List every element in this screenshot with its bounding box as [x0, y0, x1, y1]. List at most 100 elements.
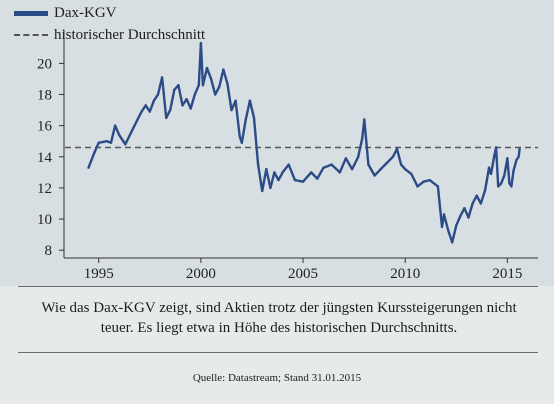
- dax-kgv-point: [244, 118, 247, 121]
- dax-kgv-point: [230, 108, 233, 112]
- legend-swatch-solid: [14, 10, 48, 16]
- dax-kgv-point: [118, 133, 121, 137]
- dax-kgv-point: [416, 185, 419, 188]
- x-tick-label: 2005: [288, 266, 318, 282]
- dax-kgv-point: [500, 182, 503, 185]
- dax-kgv-point: [510, 185, 513, 188]
- dax-kgv-point: [177, 84, 180, 87]
- top-divider: [18, 286, 538, 287]
- dax-kgv-point: [467, 216, 470, 219]
- dax-kgv-point: [287, 163, 290, 166]
- y-tick-label: 14: [37, 150, 53, 166]
- dax-kgv-point: [269, 186, 272, 190]
- dax-kgv-point: [316, 177, 319, 180]
- dax-kgv-point: [97, 141, 100, 144]
- dax-kgv-point: [367, 163, 370, 166]
- dax-kgv-point: [277, 178, 280, 182]
- dax-kgv-point: [455, 224, 458, 227]
- dax-kgv-point: [113, 124, 117, 127]
- dax-kgv-point: [471, 202, 474, 205]
- x-tick-label: 2010: [390, 266, 420, 282]
- dax-kgv-point: [234, 99, 237, 102]
- y-tick-label: 12: [37, 181, 52, 197]
- dax-kgv-point: [492, 155, 496, 158]
- dax-kgv-point: [189, 107, 192, 110]
- dax-kgv-point: [410, 172, 413, 176]
- dax-kgv-point: [124, 143, 127, 146]
- y-tick-label: 8: [45, 243, 53, 259]
- dax-kgv-point: [185, 98, 188, 101]
- dax-kgv-point: [350, 168, 354, 171]
- dax-kgv-point: [226, 82, 229, 85]
- dax-kgv-point: [87, 166, 90, 169]
- dax-kgv-point: [199, 41, 203, 45]
- dax-kgv-point: [446, 228, 450, 232]
- dax-kgv-point: [442, 213, 446, 216]
- dax-kgv-point: [463, 207, 466, 210]
- dax-kgv-point: [515, 158, 518, 162]
- dax-kgv-point: [322, 166, 325, 169]
- source-note: Quelle: Datastream; Stand 31.01.2015: [192, 372, 362, 384]
- dax-kgv-point: [218, 85, 221, 88]
- dax-kgv-point: [152, 99, 156, 102]
- caption-divider: [18, 352, 538, 353]
- dax-kgv-point: [440, 225, 444, 229]
- dax-kgv-point: [197, 84, 200, 87]
- dax-kgv-point: [330, 163, 333, 166]
- dax-kgv-point: [512, 169, 515, 172]
- dax-kgv-point: [169, 108, 172, 112]
- dax-kgv-point: [173, 88, 176, 92]
- dax-kgv-point: [475, 194, 478, 197]
- dax-kgv-series-line: [87, 41, 521, 244]
- dax-kgv-point: [517, 155, 520, 158]
- dax-kgv-point: [391, 155, 395, 158]
- dax-kgv-point: [93, 150, 96, 154]
- dax-kgv-point: [205, 66, 209, 70]
- dax-kgv-point: [399, 163, 403, 166]
- dax-kgv-point: [338, 171, 341, 174]
- x-tick-label: 2015: [492, 266, 522, 282]
- dax-kgv-point: [252, 116, 256, 120]
- dax-kgv-point: [385, 161, 388, 165]
- dax-kgv-point: [503, 174, 506, 177]
- dax-kgv-point: [508, 182, 511, 185]
- dax-kgv-point: [248, 99, 252, 102]
- dax-kgv-point: [518, 147, 521, 151]
- dax-kgv-point: [160, 76, 164, 79]
- dax-kgv-point: [379, 168, 382, 171]
- dax-kgv-point: [422, 180, 425, 183]
- dax-kgv-point: [489, 172, 493, 176]
- dax-kgv-point: [148, 110, 151, 113]
- dax-kgv-point: [301, 180, 305, 183]
- dax-kgv-point: [497, 185, 500, 188]
- dax-kgv-point: [310, 171, 313, 174]
- dax-kgv-point: [451, 241, 454, 244]
- dax-kgv-point: [238, 135, 241, 138]
- chart-legend: Dax-KGV historischer Durchschnitt: [14, 2, 205, 46]
- dax-kgv-point: [361, 136, 364, 140]
- dax-kgv-point: [240, 141, 243, 144]
- dax-kgv-point: [130, 130, 133, 134]
- legend-swatch-dashed: [14, 34, 48, 36]
- dax-kgv-point: [140, 110, 143, 113]
- dax-kgv-point: [395, 147, 399, 151]
- dax-kgv-point: [193, 93, 196, 96]
- dax-kgv-point: [209, 77, 213, 81]
- legend-entry-dax-kgv: Dax-KGV: [14, 2, 205, 24]
- dax-kgv-point: [404, 168, 407, 171]
- dax-kgv-point: [109, 141, 113, 144]
- dax-kgv-point: [293, 178, 297, 182]
- dax-kgv-point: [273, 171, 276, 174]
- x-tick-label: 2000: [186, 266, 216, 282]
- dax-kgv-point: [265, 168, 268, 171]
- legend-entry-historical-average: historischer Durchschnitt: [14, 24, 205, 46]
- dax-kgv-point: [201, 84, 205, 87]
- dax-kgv-point: [165, 116, 168, 120]
- dax-kgv-point: [156, 93, 160, 96]
- dax-kgv-point: [256, 163, 260, 166]
- legend-label: Dax-KGV: [54, 4, 117, 21]
- dax-kgv-point: [357, 155, 360, 158]
- x-tick-label: 1995: [84, 266, 114, 282]
- dax-kgv-point: [428, 178, 431, 182]
- dax-kgv-point: [144, 104, 147, 107]
